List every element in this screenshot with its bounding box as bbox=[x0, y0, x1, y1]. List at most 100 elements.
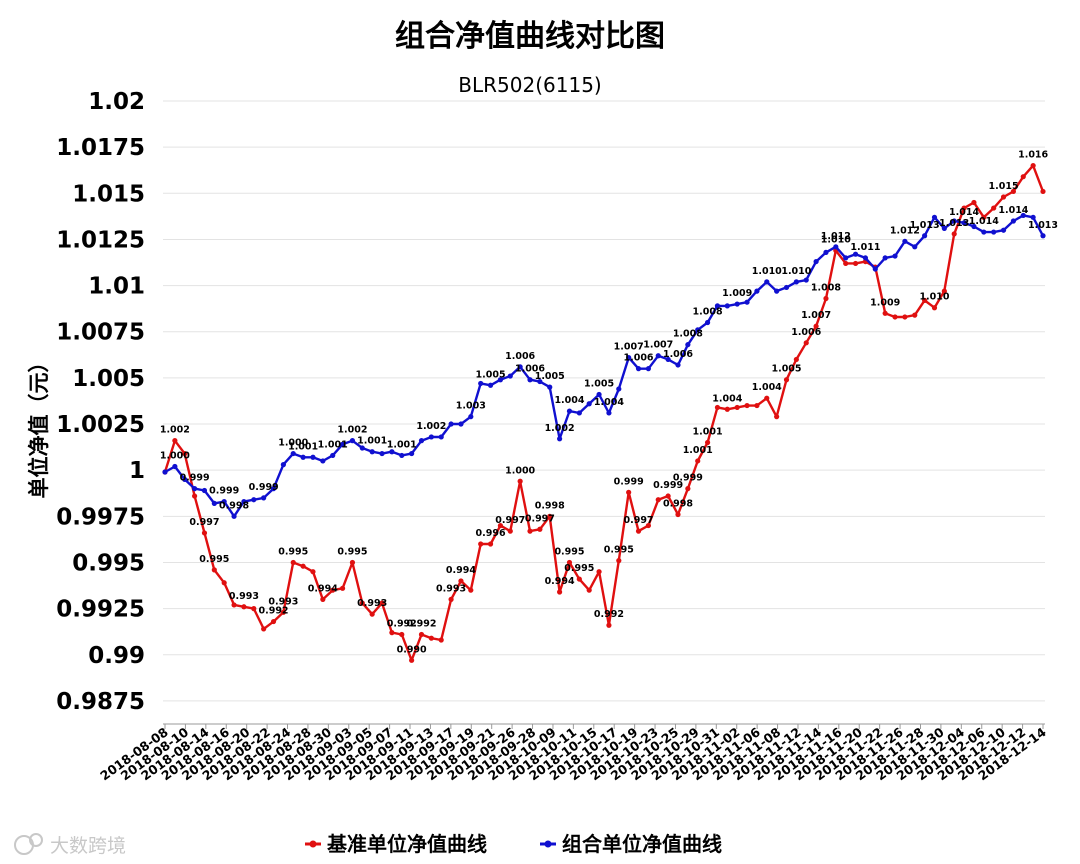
data-point bbox=[665, 493, 671, 499]
data-point bbox=[251, 497, 257, 503]
data-point bbox=[1030, 163, 1036, 169]
data-point bbox=[764, 395, 770, 401]
data-label: 0.995 bbox=[337, 546, 367, 557]
data-point bbox=[409, 450, 415, 457]
data-label: 1.013 bbox=[910, 220, 940, 231]
series-line bbox=[164, 214, 1045, 518]
data-point bbox=[211, 567, 217, 573]
data-point bbox=[418, 438, 425, 444]
data-label: 1.001 bbox=[357, 436, 387, 447]
data-point bbox=[774, 414, 780, 420]
data-point bbox=[912, 312, 918, 318]
data-label: 1.002 bbox=[337, 425, 367, 436]
y-tick-label: 0.99 bbox=[88, 643, 145, 669]
data-point bbox=[527, 377, 533, 383]
data-point bbox=[379, 450, 385, 457]
data-point bbox=[310, 569, 316, 575]
data-point bbox=[823, 249, 829, 255]
data-point bbox=[704, 439, 711, 446]
data-label: 1.012 bbox=[890, 225, 920, 236]
data-label: 1.012 bbox=[821, 231, 851, 242]
data-label: 1.004 bbox=[554, 395, 584, 406]
y-tick-label: 1.015 bbox=[72, 181, 145, 207]
data-point bbox=[241, 604, 247, 610]
data-label: 1.008 bbox=[693, 307, 723, 318]
data-point bbox=[922, 297, 928, 303]
data-point bbox=[211, 500, 217, 507]
data-point bbox=[537, 378, 543, 385]
data-point bbox=[547, 513, 553, 519]
data-label: 1.001 bbox=[318, 439, 348, 450]
series-1 bbox=[162, 212, 1046, 519]
data-label: 0.993 bbox=[436, 583, 466, 594]
data-label: 1.014 bbox=[949, 207, 979, 218]
y-tick-label: 0.9925 bbox=[56, 597, 145, 623]
data-label: 0.997 bbox=[525, 513, 555, 524]
data-label: 1.010 bbox=[919, 292, 949, 303]
data-label: 0.992 bbox=[406, 618, 436, 629]
data-point bbox=[872, 266, 878, 272]
data-point bbox=[862, 255, 869, 261]
grid-lines bbox=[163, 100, 1045, 702]
data-point bbox=[665, 356, 671, 363]
data-point bbox=[428, 635, 434, 641]
legend-label: 基准单位净值曲线 bbox=[327, 832, 487, 856]
data-point bbox=[833, 244, 839, 250]
data-label: 0.999 bbox=[209, 486, 239, 497]
data-point bbox=[961, 205, 967, 211]
data-label: 0.997 bbox=[623, 515, 653, 526]
data-point bbox=[409, 657, 415, 663]
data-label: 0.999 bbox=[249, 482, 279, 493]
data-point bbox=[902, 314, 908, 320]
data-point bbox=[310, 454, 316, 460]
y-axis-label: 单位净值（元） bbox=[27, 352, 51, 499]
data-point bbox=[191, 493, 198, 499]
data-point bbox=[557, 436, 563, 442]
data-point bbox=[852, 260, 859, 267]
data-point bbox=[616, 386, 622, 392]
data-point bbox=[537, 526, 543, 532]
legend[interactable]: 基准单位净值曲线 组合单位净值曲线 bbox=[305, 832, 722, 856]
data-point bbox=[399, 452, 405, 459]
data-point bbox=[517, 364, 523, 370]
data-point bbox=[843, 255, 849, 261]
data-point bbox=[1010, 188, 1017, 195]
data-label: 0.999 bbox=[653, 480, 683, 491]
data-label: 1.001 bbox=[693, 426, 723, 437]
data-point bbox=[606, 410, 612, 416]
data-label: 1.013 bbox=[1028, 220, 1058, 231]
data-label: 1.010 bbox=[752, 266, 782, 277]
data-point bbox=[981, 214, 987, 220]
y-tick-label: 1.0125 bbox=[56, 227, 145, 253]
y-tick-label: 1 bbox=[129, 458, 145, 484]
data-point bbox=[793, 279, 799, 285]
data-point bbox=[724, 406, 730, 412]
data-point bbox=[922, 233, 928, 239]
data-point bbox=[557, 589, 563, 595]
data-point bbox=[813, 258, 819, 265]
data-label: 0.999 bbox=[614, 476, 644, 487]
data-label: 0.993 bbox=[268, 596, 298, 607]
data-label: 1.000 bbox=[278, 438, 308, 449]
data-point bbox=[339, 585, 346, 591]
data-point bbox=[280, 609, 286, 615]
data-point bbox=[389, 449, 395, 455]
data-point bbox=[596, 569, 602, 575]
data-point bbox=[547, 384, 553, 390]
data-point bbox=[912, 244, 918, 250]
watermark-text: 大数跨境 bbox=[50, 835, 126, 857]
data-point bbox=[803, 277, 809, 283]
data-label: 1.001 bbox=[387, 439, 417, 450]
legend-item-1[interactable]: 组合单位净值曲线 bbox=[540, 832, 722, 856]
data-point bbox=[704, 319, 711, 326]
data-point bbox=[231, 602, 237, 608]
data-label: 1.003 bbox=[456, 401, 486, 412]
data-label: 0.993 bbox=[229, 591, 259, 602]
data-point bbox=[951, 218, 957, 224]
data-label: 1.008 bbox=[811, 283, 841, 294]
data-point bbox=[774, 288, 780, 294]
data-label: 1.006 bbox=[515, 364, 545, 375]
legend-item-0[interactable]: 基准单位净值曲线 bbox=[305, 832, 487, 856]
data-label: 1.007 bbox=[801, 310, 831, 321]
data-point bbox=[399, 631, 405, 638]
